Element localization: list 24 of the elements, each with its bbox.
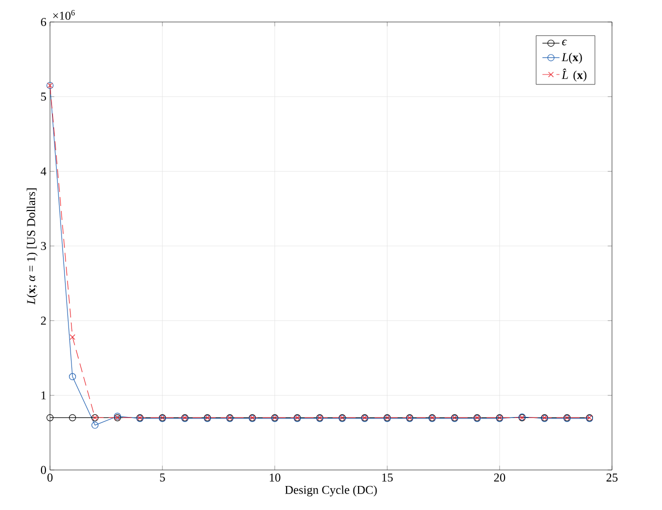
y-tick-label: 6 <box>40 18 46 26</box>
point <box>68 373 76 380</box>
legend-label: L̂(x) <box>562 68 586 82</box>
point <box>91 422 98 429</box>
x-tick-label: 5 <box>160 474 165 482</box>
y-tick-label: 0 <box>40 466 46 474</box>
y-tick-label: 3 <box>41 242 46 250</box>
legend-label: ϵ <box>562 40 568 46</box>
x-tick-label: 0 <box>47 474 53 482</box>
text: ×10$^{6}$ <box>53 10 75 20</box>
y-tick-label: 4 <box>40 167 46 176</box>
point <box>70 334 76 340</box>
y-tick-label: 1 <box>42 391 46 400</box>
x-tick-label: 25 <box>606 474 618 482</box>
legend-label: L(x) <box>562 52 582 64</box>
x-tick-label: 20 <box>494 474 506 482</box>
y-tick-label: 2 <box>41 316 46 325</box>
y-axis-title: L(x; α = 1) [US Dollars] <box>26 188 38 305</box>
point <box>46 414 54 422</box>
point <box>68 414 76 422</box>
x-axis-title: Design Cycle (DC) <box>285 485 377 496</box>
x-tick-label: 10 <box>270 474 280 482</box>
x-tick-label: 15 <box>382 474 393 482</box>
y-tick-label: 5 <box>41 92 46 101</box>
